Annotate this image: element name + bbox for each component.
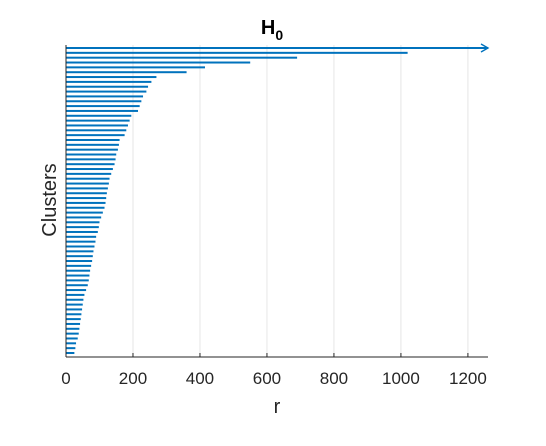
bar bbox=[66, 337, 78, 340]
bar bbox=[66, 47, 488, 49]
bar bbox=[66, 347, 76, 350]
bar bbox=[66, 264, 92, 267]
x-tick-label: 400 bbox=[186, 369, 214, 388]
bar bbox=[66, 192, 107, 195]
bar bbox=[66, 114, 132, 117]
bar bbox=[66, 284, 88, 287]
bar bbox=[66, 124, 128, 127]
bar bbox=[66, 279, 89, 282]
bar bbox=[66, 240, 96, 243]
bar bbox=[66, 274, 90, 277]
bar bbox=[66, 206, 105, 209]
bar bbox=[66, 105, 140, 108]
bar bbox=[66, 245, 95, 248]
x-tick-label: 1000 bbox=[382, 369, 420, 388]
bar-series bbox=[66, 43, 490, 354]
chart-title: H0 bbox=[261, 17, 283, 43]
chart-title-subscript: 0 bbox=[275, 27, 283, 43]
bar bbox=[66, 327, 80, 330]
bar bbox=[66, 230, 98, 233]
bar bbox=[66, 95, 144, 98]
bar bbox=[66, 269, 91, 272]
bar bbox=[66, 235, 97, 238]
bar bbox=[66, 216, 102, 219]
bar bbox=[66, 352, 75, 354]
y-axis-label: Clusters bbox=[39, 163, 61, 236]
infinite-bar-arrow bbox=[480, 43, 490, 53]
bar bbox=[66, 51, 408, 54]
bar bbox=[66, 187, 108, 190]
bar bbox=[66, 250, 94, 253]
bar bbox=[66, 313, 82, 316]
bar bbox=[66, 71, 187, 74]
bar bbox=[66, 76, 157, 79]
bar bbox=[66, 61, 251, 64]
bar bbox=[66, 289, 87, 292]
bar bbox=[66, 100, 142, 103]
bar bbox=[66, 80, 152, 83]
plot-axes bbox=[65, 45, 488, 358]
x-tick-label: 1200 bbox=[449, 369, 487, 388]
x-tick-label: 600 bbox=[253, 369, 281, 388]
bar bbox=[66, 201, 106, 204]
bar bbox=[66, 298, 84, 301]
bar bbox=[66, 182, 109, 185]
x-tick-labels: 0 200 400 600 800 1000 1200 bbox=[61, 353, 487, 388]
bar bbox=[66, 134, 125, 137]
bar bbox=[66, 308, 83, 311]
bar bbox=[66, 85, 149, 88]
bar bbox=[66, 109, 139, 112]
bar bbox=[66, 158, 116, 161]
bar bbox=[66, 332, 79, 335]
bar bbox=[66, 90, 147, 93]
bar bbox=[66, 172, 112, 175]
vertical-gridlines bbox=[132, 45, 469, 357]
bar bbox=[66, 221, 100, 224]
bar bbox=[66, 293, 85, 296]
x-axis-label: r bbox=[274, 396, 281, 418]
bar bbox=[66, 153, 117, 156]
bar bbox=[66, 303, 83, 306]
bar bbox=[66, 322, 81, 325]
bar bbox=[66, 168, 113, 171]
bar bbox=[66, 143, 119, 146]
bar bbox=[66, 226, 99, 229]
x-tick-label: 200 bbox=[119, 369, 147, 388]
bar bbox=[66, 138, 120, 141]
bar bbox=[66, 119, 130, 122]
bar bbox=[66, 318, 81, 321]
bar bbox=[66, 177, 110, 180]
bar bbox=[66, 129, 127, 132]
x-tick-label: 0 bbox=[61, 369, 70, 388]
bar bbox=[66, 66, 205, 69]
bar bbox=[66, 56, 298, 59]
x-tick-label: 800 bbox=[320, 369, 348, 388]
bar bbox=[66, 148, 118, 151]
bar bbox=[66, 342, 77, 345]
chart-title-main: H bbox=[261, 17, 275, 39]
bar bbox=[66, 163, 115, 166]
bar bbox=[66, 211, 103, 214]
bar bbox=[66, 197, 107, 200]
bar bbox=[66, 255, 93, 258]
bar bbox=[66, 260, 93, 263]
